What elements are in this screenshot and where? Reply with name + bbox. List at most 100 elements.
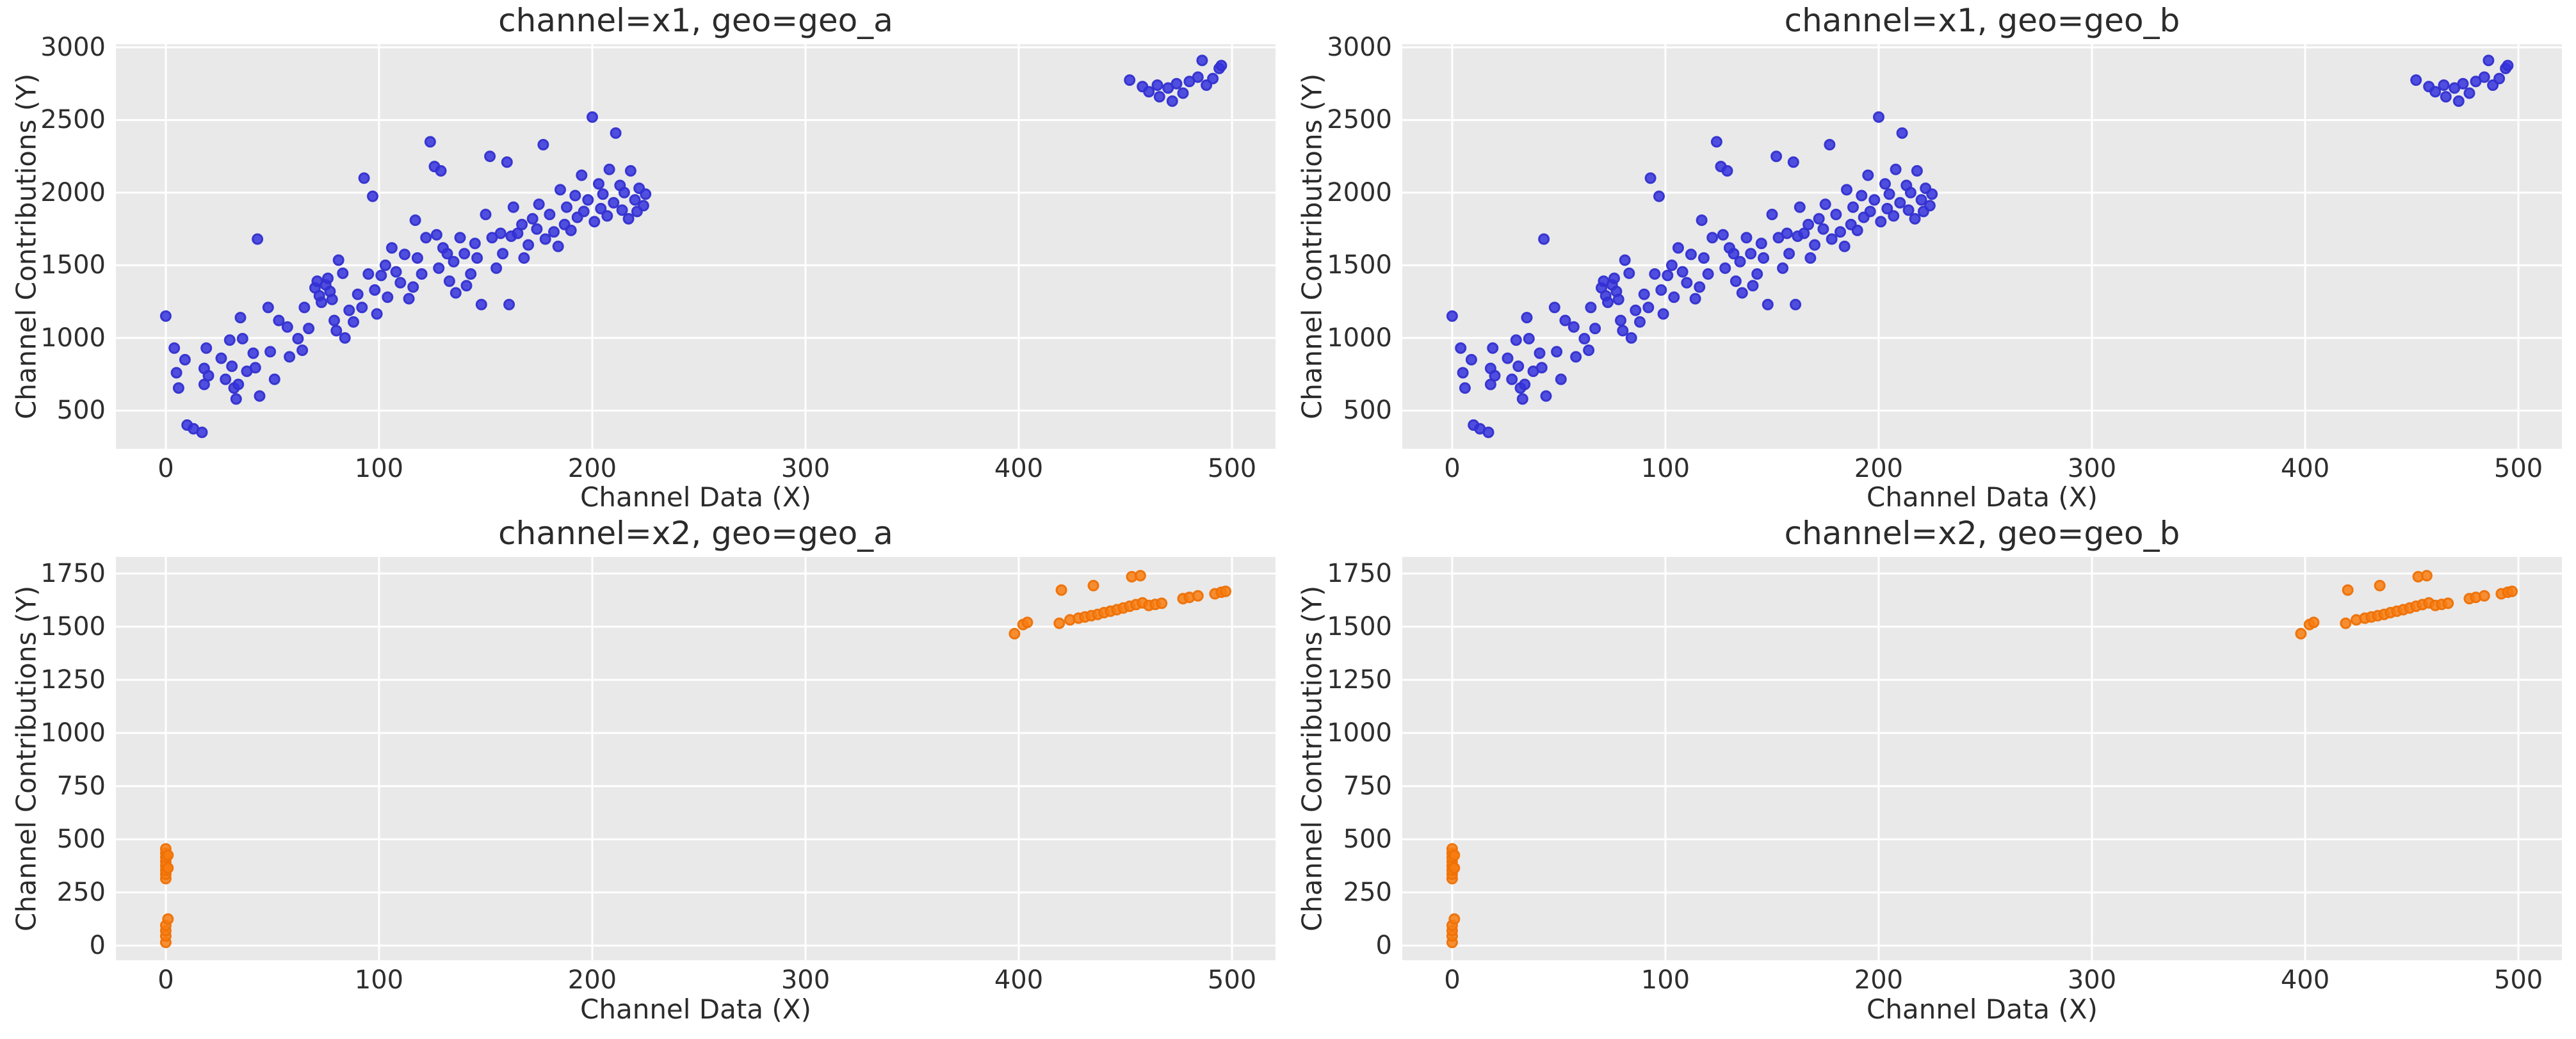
data-point [1751,268,1763,280]
data-point [1856,189,1868,202]
data-point [196,426,208,439]
y-tick-label: 3000 [40,32,106,62]
data-point [471,252,483,264]
x-tick-label: 300 [781,454,830,483]
y-tick-label: 500 [56,825,106,855]
y-tick-label: 1000 [1327,718,1392,748]
data-point [1911,165,1923,177]
data-point [247,347,259,359]
data-point [2478,71,2490,83]
data-point [356,302,368,314]
data-point [1915,194,1927,206]
data-point [1909,213,1921,225]
data-point [348,316,359,328]
data-point [371,308,383,320]
x-tick-label: 400 [2280,965,2330,995]
subplot-title-x1-geo-b: channel=x1, geo=geo_b [1784,2,2180,39]
data-point [322,272,334,284]
data-point [2308,616,2320,629]
y-tick-label: 1500 [40,250,106,280]
data-point [1681,277,1693,289]
data-point [441,248,453,260]
data-point [1653,190,1665,202]
data-point [475,298,487,310]
data-point [1766,209,1778,220]
data-point [326,293,338,305]
data-point [1694,281,1706,293]
data-point [433,262,445,274]
data-point [1689,293,1701,305]
y-tick-label: 500 [1343,825,1392,855]
data-point [1638,288,1650,300]
data-point [595,202,607,214]
data-point [578,205,590,218]
x-tick-label: 300 [2067,965,2117,995]
x-tick-label: 100 [354,965,404,995]
data-point [1053,617,1065,629]
data-point [1521,312,1533,324]
data-point [1697,252,1710,264]
data-point [1672,242,1684,254]
data-point [284,351,296,363]
data-point [608,197,620,209]
data-point [1578,333,1591,344]
plot-area-x1-geo-b [1402,44,2562,449]
data-point [460,280,473,292]
data-point [522,239,535,251]
data-point [1721,165,1733,177]
x-tick-label: 500 [2493,965,2543,995]
plot-area-x1-geo-a [116,44,1276,449]
data-point [1535,362,1548,374]
data-point [1804,252,1817,264]
data-point [202,369,215,382]
data-point [1156,597,1168,609]
y-tick-label: 250 [56,878,106,908]
data-point [1728,248,1740,260]
data-point [1555,373,1567,385]
data-point [1809,239,1821,251]
data-point [1676,266,1689,278]
x-tick-label: 0 [1444,965,1461,995]
data-point [1512,360,1525,373]
data-point [298,302,311,314]
data-point [1055,584,1067,596]
data-point [640,188,652,200]
data-point [1888,210,1900,222]
y-tick-label: 3000 [1327,32,1392,62]
data-point [170,367,182,379]
data-point [1873,111,1884,123]
data-point [1583,344,1595,357]
data-point [494,227,506,239]
data-point [1634,316,1646,328]
x-tick-label: 300 [781,965,830,995]
data-point [1192,71,1204,83]
data-point [1489,369,1501,382]
data-point [1762,298,1774,310]
x-tick-label: 500 [2493,454,2543,483]
data-point [2340,617,2352,629]
data-point [2442,597,2454,609]
data-point [1890,163,1902,175]
data-point [561,201,572,213]
subplot-title-x2-geo-b: channel=x2, geo=geo_b [1784,515,2180,552]
x-axis-label: Channel Data (X) [1867,994,2098,1025]
data-point [1838,240,1851,252]
data-point [1630,304,1642,316]
data-point [330,325,343,337]
data-point [544,209,556,220]
x-tick-label: 400 [994,965,1044,995]
data-point [262,302,274,314]
data-point [1894,197,1906,209]
x-tick-label: 400 [2280,454,2330,483]
data-point [249,362,261,374]
data-point [548,226,560,238]
data-point [1548,302,1560,314]
data-point [236,333,248,344]
data-point [1813,213,1825,225]
data-point [469,238,481,250]
data-point [1559,314,1571,326]
plot-area-x2-geo-a [116,557,1276,960]
data-point [1207,72,1219,85]
y-tick-label: 2500 [40,105,106,135]
